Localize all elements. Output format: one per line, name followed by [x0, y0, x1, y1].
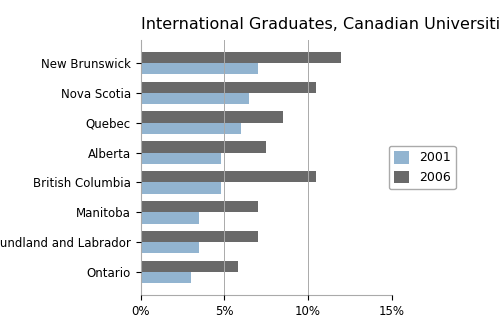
Bar: [140, 152, 220, 164]
Bar: [140, 82, 316, 93]
Bar: [140, 231, 257, 242]
Bar: [140, 183, 220, 194]
Bar: [140, 261, 237, 272]
Bar: [140, 123, 240, 134]
Bar: [140, 201, 257, 212]
Bar: [140, 63, 257, 74]
Bar: [140, 242, 199, 253]
Bar: [140, 212, 199, 223]
Bar: [140, 93, 249, 104]
Bar: [140, 52, 341, 63]
Bar: [140, 171, 316, 183]
Bar: [140, 112, 282, 123]
Bar: [140, 141, 266, 152]
Bar: [140, 272, 190, 283]
Legend: 2001, 2006: 2001, 2006: [388, 146, 455, 189]
Text: International Graduates, Canadian Universities, 2001 & 2006: International Graduates, Canadian Univer…: [140, 17, 501, 32]
